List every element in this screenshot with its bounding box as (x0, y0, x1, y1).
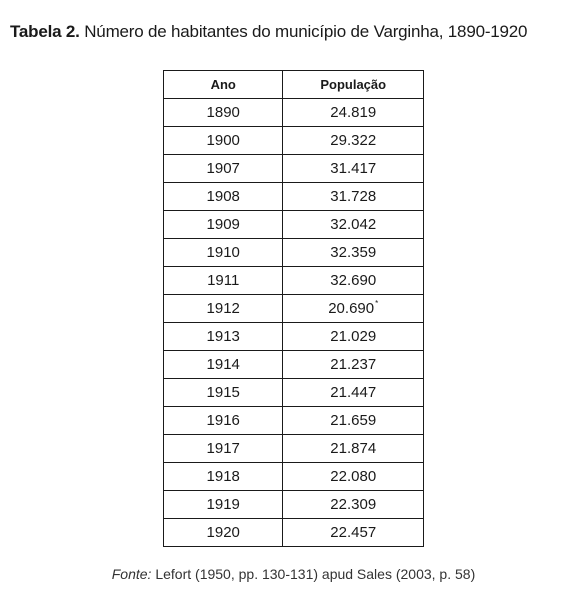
population-cell: 22.080 (282, 462, 424, 491)
table-header-row: Ano População (162, 70, 424, 99)
population-value: 20.690 (328, 300, 375, 317)
table-body: 1890 24.819 1900 29.322 1907 31.417 1908 31.728… (162, 98, 424, 547)
column-header-population: População (282, 70, 424, 99)
population-cell: 31.417 (282, 154, 424, 183)
population-value: 32.042 (330, 216, 377, 233)
population-value: 31.417 (330, 160, 377, 177)
table-row: 1915 21.447 (162, 378, 424, 407)
year-cell: 1915 (162, 378, 284, 407)
population-value: 29.322 (330, 132, 377, 149)
table-row: 1916 21.659 (162, 406, 424, 435)
population-cell: 24.819 (282, 98, 424, 127)
table-caption-label: Tabela 2. (10, 22, 80, 41)
table-row: 1918 22.080 (162, 462, 424, 491)
population-cell: 21.874 (282, 434, 424, 463)
population-value: 21.029 (330, 328, 377, 345)
year-cell: 1908 (162, 182, 284, 211)
table-row: 1907 31.417 (162, 154, 424, 183)
year-cell: 1919 (162, 490, 284, 519)
year-cell: 1914 (162, 350, 284, 379)
table-row: 1910 32.359 (162, 238, 424, 267)
year-cell: 1910 (162, 238, 284, 267)
population-cell: 21.659 (282, 406, 424, 435)
table-row: 1920 22.457 (162, 518, 424, 547)
population-cell: 32.690 (282, 266, 424, 295)
footnote-mark: * (375, 299, 379, 308)
population-cell: 31.728 (282, 182, 424, 211)
population-cell: 32.042 (282, 210, 424, 239)
year-cell: 1918 (162, 462, 284, 491)
year-cell: 1917 (162, 434, 284, 463)
table-row: 1908 31.728 (162, 182, 424, 211)
table-caption-title: Número de habitantes do município de Var… (84, 22, 528, 41)
population-value: 21.874 (330, 440, 377, 457)
year-cell: 1890 (162, 98, 284, 127)
population-value: 24.819 (330, 104, 377, 121)
population-cell: 21.237 (282, 350, 424, 379)
column-header-year: Ano (162, 70, 284, 99)
population-cell: 32.359 (282, 238, 424, 267)
population-value: 22.309 (330, 496, 377, 513)
population-value: 22.080 (330, 468, 377, 485)
population-cell: 21.447 (282, 378, 424, 407)
population-cell: 22.457 (282, 518, 424, 547)
year-cell: 1920 (162, 518, 284, 547)
table-caption: Tabela 2. Número de habitantes do municí… (10, 22, 528, 42)
table-row: 1911 32.690 (162, 266, 424, 295)
table-row: 1917 21.874 (162, 434, 424, 463)
table-row: 1912 20.690* (162, 294, 424, 323)
year-cell: 1907 (162, 154, 284, 183)
table-row: 1890 24.819 (162, 98, 424, 127)
source-text: Lefort (1950, pp. 130-131) apud Sales (2… (155, 566, 476, 582)
table-row: 1914 21.237 (162, 350, 424, 379)
table-row: 1909 32.042 (162, 210, 424, 239)
population-cell: 21.029 (282, 322, 424, 351)
year-cell: 1916 (162, 406, 284, 435)
population-value: 31.728 (330, 188, 377, 205)
population-cell: 20.690* (282, 294, 424, 323)
year-cell: 1913 (162, 322, 284, 351)
population-table: Ano População 1890 24.819 1900 29.322 1907 31… (162, 70, 424, 547)
population-value: 21.237 (330, 356, 377, 373)
population-value: 21.659 (330, 412, 377, 429)
population-cell: 22.309 (282, 490, 424, 519)
source-note: Fonte: Lefort (1950, pp. 130-131) apud S… (0, 566, 587, 582)
table-row: 1919 22.309 (162, 490, 424, 519)
table-row: 1913 21.029 (162, 322, 424, 351)
population-value: 32.690 (330, 272, 377, 289)
population-value: 32.359 (330, 244, 377, 261)
year-cell: 1912 (162, 294, 284, 323)
source-label: Fonte: (111, 566, 152, 582)
population-value: 21.447 (330, 384, 377, 401)
year-cell: 1911 (162, 266, 284, 295)
table-row: 1900 29.322 (162, 126, 424, 155)
year-cell: 1900 (162, 126, 284, 155)
population-cell: 29.322 (282, 126, 424, 155)
population-value: 22.457 (330, 524, 377, 541)
year-cell: 1909 (162, 210, 284, 239)
